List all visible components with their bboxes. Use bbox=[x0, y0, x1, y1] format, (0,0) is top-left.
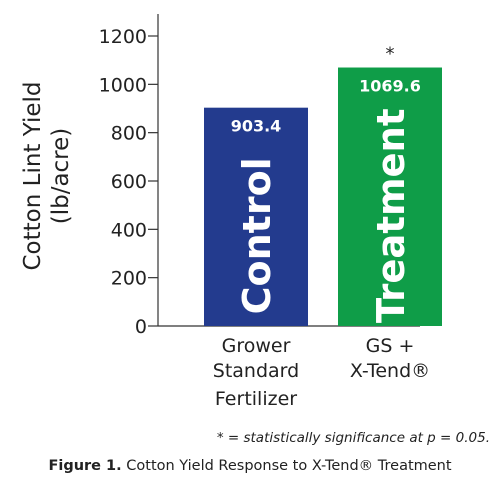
y-axis-label-line: (lb/acre) bbox=[48, 128, 74, 225]
category-label-line: Standard bbox=[213, 360, 299, 382]
bar-inner-label: Control bbox=[235, 157, 279, 314]
y-tick-label: 1200 bbox=[99, 26, 147, 48]
bar bbox=[338, 67, 442, 326]
bar-inner-label: Treatment bbox=[369, 109, 413, 323]
caption-text: Cotton Yield Response to X-Tend® Treatme… bbox=[121, 458, 452, 474]
y-tick-label: 600 bbox=[111, 171, 147, 193]
category-label-line: Grower bbox=[222, 335, 291, 357]
bar-value-label: 1069.6 bbox=[359, 77, 421, 96]
footnote: * = statistically significance at p = 0.… bbox=[216, 430, 490, 446]
category-label-line: GS + bbox=[366, 335, 415, 357]
bar bbox=[204, 107, 308, 326]
bar-value-label: 903.4 bbox=[231, 117, 282, 136]
y-axis-label: Cotton Lint Yield (lb/acre) bbox=[20, 82, 74, 271]
y-tick-label: 800 bbox=[111, 123, 147, 145]
y-axis-ticks: 0 200 400 600 800 1000 1200 bbox=[99, 26, 158, 338]
bars: 903.4 Control 1069.6 Treatment * bbox=[204, 44, 442, 326]
figure-caption: Figure 1. Cotton Yield Response to X-Ten… bbox=[0, 458, 500, 474]
y-axis-label-line: Cotton Lint Yield bbox=[20, 82, 46, 271]
category-labels: Grower Standard Fertilizer GS + X-Tend® bbox=[213, 335, 430, 410]
caption-prefix: Figure 1. bbox=[48, 458, 122, 474]
bar-chart: Cotton Lint Yield (lb/acre) 0 200 400 600 800… bbox=[20, 14, 442, 410]
category-label-line: X-Tend® bbox=[350, 360, 430, 382]
y-tick-label: 1000 bbox=[99, 74, 147, 96]
significance-marker: * bbox=[386, 44, 395, 65]
y-tick-label: 0 bbox=[135, 316, 147, 338]
y-tick-label: 400 bbox=[111, 219, 147, 241]
y-tick-label: 200 bbox=[111, 268, 147, 290]
category-label-line: Fertilizer bbox=[215, 388, 297, 410]
